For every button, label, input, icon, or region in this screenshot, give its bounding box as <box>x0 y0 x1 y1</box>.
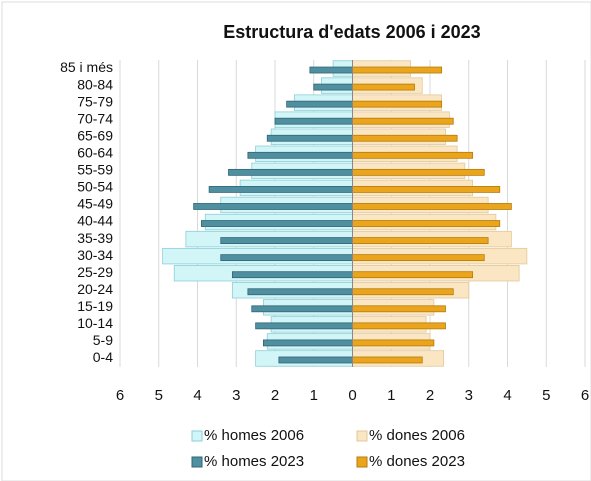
bar <box>247 288 353 296</box>
y-tick-label: 15-19 <box>77 298 113 314</box>
x-tick-label: 4 <box>503 387 511 404</box>
bar <box>352 237 489 244</box>
bar <box>309 66 353 74</box>
bar <box>313 83 353 91</box>
bar <box>274 117 353 125</box>
y-tick-label: 5-9 <box>93 332 113 348</box>
bar <box>352 100 443 108</box>
bar <box>200 220 353 227</box>
y-tick-label: 60-64 <box>77 145 113 161</box>
bar <box>352 134 458 142</box>
y-tick-label: 75-79 <box>77 93 113 109</box>
bar <box>352 66 443 74</box>
x-tick-label: 1 <box>310 387 318 404</box>
bar <box>352 356 423 364</box>
legend-label: % homes 2023 <box>204 453 304 470</box>
y-tick-label: 85 i més <box>60 59 113 75</box>
bar <box>352 83 415 91</box>
y-tick-label: 55-59 <box>77 162 113 178</box>
x-tick-label: 4 <box>193 387 201 404</box>
x-tick-label: 1 <box>387 387 395 404</box>
y-tick-label: 35-39 <box>77 230 113 246</box>
x-tick-label: 3 <box>232 387 240 404</box>
y-tick-label: 10-14 <box>77 315 113 331</box>
bar <box>193 203 353 210</box>
bar <box>352 117 454 125</box>
y-tick-label: 20-24 <box>77 281 113 297</box>
x-tick-label: 2 <box>271 387 279 404</box>
bar <box>231 271 353 279</box>
bar <box>352 271 474 279</box>
y-tick-label: 30-34 <box>77 247 113 263</box>
bar <box>247 151 353 159</box>
legend-label: % dones 2023 <box>369 453 465 470</box>
legend-label: % dones 2006 <box>369 427 465 444</box>
bar <box>278 356 353 364</box>
bar <box>208 186 353 193</box>
y-tick-label: 45-49 <box>77 196 113 212</box>
bar <box>352 186 501 193</box>
bar <box>251 305 353 313</box>
legend-swatch <box>356 456 368 468</box>
y-tick-label: 70-74 <box>77 110 113 126</box>
x-tick-label: 3 <box>465 387 473 404</box>
x-tick-label: 0 <box>348 387 356 404</box>
y-tick-label: 40-44 <box>77 213 113 229</box>
y-tick-label: 25-29 <box>77 264 113 280</box>
bar <box>266 134 353 142</box>
x-tick-label: 6 <box>116 387 124 404</box>
bar <box>352 254 485 262</box>
chart-title: Estructura d'edats 2006 i 2023 <box>223 22 480 42</box>
bar <box>352 151 474 159</box>
bar <box>352 168 485 176</box>
legend-swatch <box>191 430 203 442</box>
bar <box>352 288 454 296</box>
bar <box>352 220 501 227</box>
y-tick-label: 65-69 <box>77 127 113 143</box>
bar <box>286 100 353 108</box>
legend-swatch <box>191 456 203 468</box>
bar <box>352 203 512 210</box>
x-tick-label: 2 <box>426 387 434 404</box>
bar <box>228 168 353 176</box>
legend-label: % homes 2006 <box>204 427 304 444</box>
y-tick-label: 0-4 <box>93 349 113 365</box>
bar <box>352 305 446 313</box>
legend-swatch <box>356 430 368 442</box>
bar <box>220 237 353 244</box>
x-tick-label: 5 <box>542 387 550 404</box>
y-tick-label: 80-84 <box>77 76 113 92</box>
y-tick-label: 50-54 <box>77 179 113 195</box>
bar <box>262 339 353 347</box>
bar <box>352 322 446 330</box>
x-tick-label: 5 <box>155 387 163 404</box>
bar <box>220 254 353 262</box>
bar <box>352 339 435 347</box>
x-tick-label: 6 <box>581 387 589 404</box>
bar <box>255 322 353 330</box>
